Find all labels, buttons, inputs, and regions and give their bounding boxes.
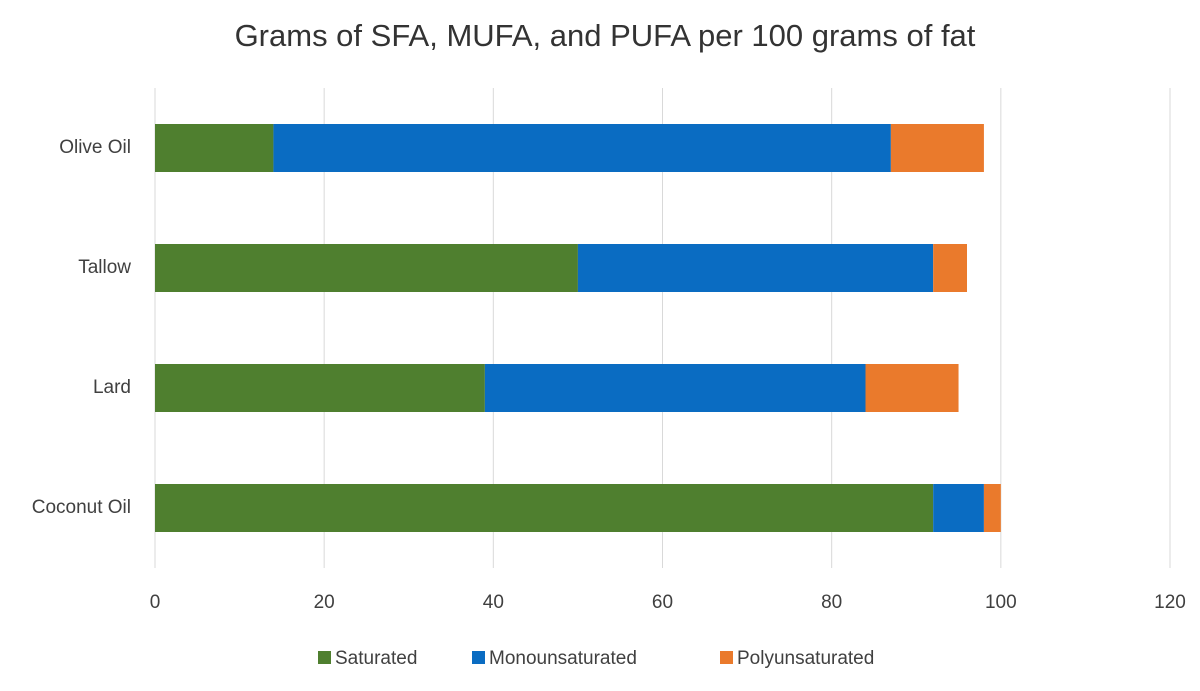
x-tick-label: 60 <box>652 592 673 613</box>
legend-swatch <box>472 651 485 664</box>
x-tick-label: 120 <box>1154 592 1186 613</box>
legend-swatch <box>318 651 331 664</box>
y-tick-label: Tallow <box>78 257 131 278</box>
x-tick-label: 80 <box>821 592 842 613</box>
legend-label: Monounsaturated <box>489 648 637 669</box>
bar-segment <box>155 244 578 292</box>
bar-segment <box>865 364 959 412</box>
bar-segment <box>890 124 984 172</box>
bar-segment <box>983 484 1001 532</box>
bar-segment <box>155 484 934 532</box>
x-tick-label: 40 <box>483 592 504 613</box>
bar-segment <box>273 124 891 172</box>
y-tick-label: Olive Oil <box>59 137 131 158</box>
bar-segment <box>484 364 866 412</box>
chart-title: Grams of SFA, MUFA, and PUFA per 100 gra… <box>235 18 976 53</box>
x-tick-label: 0 <box>150 592 161 613</box>
bar-segment <box>933 244 967 292</box>
bar-segment <box>577 244 934 292</box>
legend-label: Saturated <box>335 648 417 669</box>
bar-segment <box>933 484 984 532</box>
bar-segment <box>155 124 274 172</box>
x-tick-label: 20 <box>314 592 335 613</box>
y-tick-label: Coconut Oil <box>32 497 131 518</box>
legend-swatch <box>720 651 733 664</box>
x-tick-label: 100 <box>985 592 1017 613</box>
legend-label: Polyunsaturated <box>737 648 874 669</box>
y-tick-label: Lard <box>93 377 131 398</box>
bar-segment <box>155 364 485 412</box>
